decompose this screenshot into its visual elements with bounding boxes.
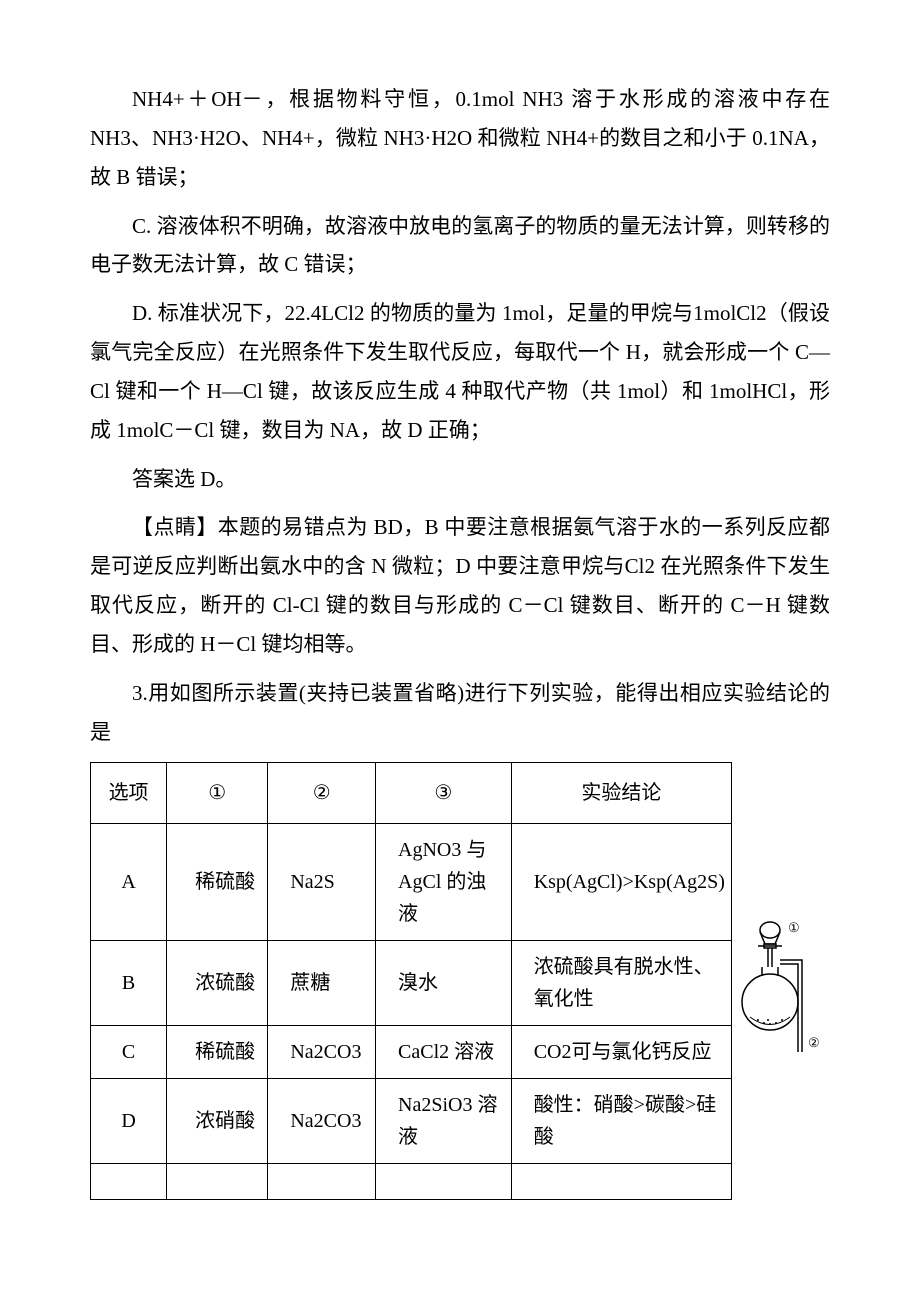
- cell-option-c: C: [91, 1025, 167, 1078]
- table-row: B 浓硫酸 蔗糖 溴水 浓硫酸具有脱水性、氧化性: [91, 940, 732, 1025]
- paragraph-answer-d: D. 标准状况下，22.4LCl2 的物质的量为 1mol，足量的甲烷与1mol…: [90, 294, 830, 449]
- empty-cell: [91, 1163, 167, 1199]
- cell-option-a: A: [91, 823, 167, 940]
- table-header-row: 选项 ① ② ③ 实验结论: [91, 762, 732, 823]
- table-row: C 稀硫酸 Na2CO3 CaCl2 溶液 CO2可与氯化钙反应: [91, 1025, 732, 1078]
- empty-cell: [511, 1163, 731, 1199]
- paragraph-answer-c: C. 溶液体积不明确，故溶液中放电的氢离子的物质的量无法计算，则转移的电子数无法…: [90, 207, 830, 285]
- cell-option-d: D: [91, 1078, 167, 1163]
- diagram-label-2: ②: [808, 1035, 820, 1050]
- paragraph-correct-answer: 答案选 D。: [90, 460, 830, 499]
- experiment-table: 选项 ① ② ③ 实验结论 A 稀硫酸 Na2S AgNO3 与AgCl 的浊液…: [90, 762, 732, 1200]
- cell-d-1: 浓硝酸: [167, 1078, 268, 1163]
- diagram-label-1: ①: [788, 920, 800, 935]
- empty-cell: [167, 1163, 268, 1199]
- cell-b-1: 浓硫酸: [167, 940, 268, 1025]
- table-empty-row: [91, 1163, 732, 1199]
- cell-d-2: Na2CO3: [268, 1078, 376, 1163]
- empty-cell: [376, 1163, 512, 1199]
- cell-c-2: Na2CO3: [268, 1025, 376, 1078]
- empty-cell: [268, 1163, 376, 1199]
- cell-option-b: B: [91, 940, 167, 1025]
- apparatus-svg-icon: ① ②: [740, 912, 830, 1132]
- cell-c-3: CaCl2 溶液: [376, 1025, 512, 1078]
- cell-b-3: 溴水: [376, 940, 512, 1025]
- cell-d-4: 酸性：硝酸>碳酸>硅酸: [511, 1078, 731, 1163]
- apparatus-diagram: ① ②: [740, 912, 830, 1145]
- header-col3: ③: [376, 762, 512, 823]
- cell-b-2: 蔗糖: [268, 940, 376, 1025]
- paragraph-question-3: 3.用如图所示装置(夹持已装置省略)进行下列实验，能得出相应实验结论的是: [90, 674, 830, 752]
- table-row: A 稀硫酸 Na2S AgNO3 与AgCl 的浊液 Ksp(AgCl)>Ksp…: [91, 823, 732, 940]
- cell-a-3: AgNO3 与AgCl 的浊液: [376, 823, 512, 940]
- cell-d-3: Na2SiO3 溶液: [376, 1078, 512, 1163]
- paragraph-tip: 【点睛】本题的易错点为 BD，B 中要注意根据氨气溶于水的一系列反应都是可逆反应…: [90, 508, 830, 663]
- cell-c-4: CO2可与氯化钙反应: [511, 1025, 731, 1078]
- cell-c-1: 稀硫酸: [167, 1025, 268, 1078]
- table-and-diagram-wrapper: 选项 ① ② ③ 实验结论 A 稀硫酸 Na2S AgNO3 与AgCl 的浊液…: [90, 762, 830, 1200]
- header-option: 选项: [91, 762, 167, 823]
- paragraph-answer-b: NH4+＋OH－，根据物料守恒，0.1mol NH3 溶于水形成的溶液中存在 N…: [90, 80, 830, 197]
- cell-a-2: Na2S: [268, 823, 376, 940]
- cell-a-1: 稀硫酸: [167, 823, 268, 940]
- experiment-table-container: 选项 ① ② ③ 实验结论 A 稀硫酸 Na2S AgNO3 与AgCl 的浊液…: [90, 762, 732, 1200]
- cell-a-4: Ksp(AgCl)>Ksp(Ag2S): [511, 823, 731, 940]
- header-col2: ②: [268, 762, 376, 823]
- cell-b-4: 浓硫酸具有脱水性、氧化性: [511, 940, 731, 1025]
- header-col4: 实验结论: [511, 762, 731, 823]
- header-col1: ①: [167, 762, 268, 823]
- table-row: D 浓硝酸 Na2CO3 Na2SiO3 溶液 酸性：硝酸>碳酸>硅酸: [91, 1078, 732, 1163]
